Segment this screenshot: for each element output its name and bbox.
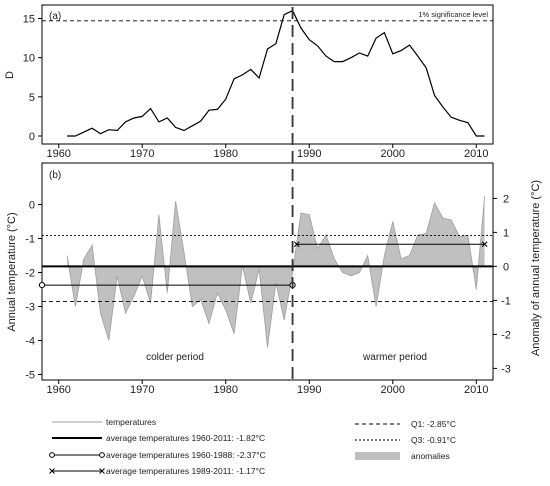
temperature-series — [66, 195, 485, 348]
legend-label: Q3: -0.91°C — [411, 435, 456, 445]
legend-label: Q1: -2.85°C — [411, 419, 456, 429]
panel-b-ytick-label: -4 — [25, 336, 35, 348]
panel-b-ylabel: Annual temperature (°C) — [6, 212, 18, 331]
panel-b-right-tick-label: -2 — [501, 329, 511, 341]
panel-b-right-tick-label: 2 — [503, 193, 509, 205]
panel-b-xtick-label: 1990 — [297, 384, 321, 396]
legend-swatch-cross — [99, 468, 105, 474]
panel-a: (a) D 0 5 10 15 1960 1970 1980 1990 2000 2010 1% sig… — [4, 4, 494, 160]
panel-b-ytick-label: 0 — [29, 200, 35, 212]
panel-a-xtick-label: 1970 — [130, 148, 154, 160]
legend-label: anomalies — [411, 451, 450, 461]
panel-a-ylabel: D — [4, 71, 16, 79]
panel-b-xtick-label: 1980 — [213, 384, 237, 396]
panel-b-xtick-label: 1970 — [130, 384, 154, 396]
legend-label: temperatures — [106, 417, 156, 427]
panel-a-ytick-label: 5 — [29, 92, 35, 104]
significance-label: 1% significance level — [418, 10, 488, 19]
legend-swatch-cross — [49, 468, 55, 474]
panel-a-xtick-label: 2000 — [381, 148, 405, 160]
panel-b-ytick-label: -2 — [25, 268, 35, 280]
period-label-warmer: warmer period — [362, 352, 427, 363]
panel-b-ytick-label: -5 — [25, 370, 35, 382]
panel-a-ytick-label: 0 — [29, 131, 35, 143]
panel-a-label: (a) — [49, 11, 61, 22]
legend: temperatures average temperatures 1960-20… — [49, 417, 456, 476]
panel-b-label: (b) — [49, 170, 61, 181]
avg-1989-2011-marker — [481, 241, 488, 248]
panel-b: (b) Annual temperature (°C) Anomaly of ann… — [6, 162, 542, 396]
panel-b-xtick-label: 2010 — [464, 384, 488, 396]
panel-b-ylabel-right: Anomaly of annual temperature (°C) — [530, 180, 542, 356]
panel-a-xtick-label: 1960 — [46, 148, 70, 160]
panel-a-frame — [41, 4, 494, 145]
panel-b-ytick-label: -1 — [25, 234, 35, 246]
legend-swatch-circle — [99, 452, 105, 458]
legend-label: average temperatures 1960-1988: -2.37°C — [106, 450, 266, 460]
panel-b-ytick-label: -3 — [25, 302, 35, 314]
legend-swatch-circle — [49, 452, 55, 458]
panel-a-xtick-label: 1990 — [297, 148, 321, 160]
panel-b-frame — [41, 162, 494, 381]
legend-swatch-anomalies — [355, 452, 400, 460]
panel-a-xtick-label: 2010 — [464, 148, 488, 160]
panel-a-xtick-label: 1980 — [213, 148, 237, 160]
panel-b-right-tick-label: 0 — [503, 261, 509, 273]
panel-b-right-tick-label: -1 — [501, 295, 511, 307]
period-label-colder: colder period — [146, 352, 204, 363]
legend-label: average temperatures 1989-2011: -1.17°C — [106, 466, 265, 476]
legend-label: average temperatures 1960-2011: -1.82°C — [106, 433, 265, 443]
panel-b-xtick-label: 2000 — [381, 384, 405, 396]
panel-b-xtick-label: 1960 — [46, 384, 70, 396]
panel-b-right-tick-label: -3 — [501, 363, 511, 375]
avg-1960-1988-marker — [38, 281, 46, 289]
panel-a-ytick-label: 15 — [23, 14, 35, 26]
avg-1989-2011-marker — [293, 241, 300, 248]
anomaly-area — [67, 196, 485, 348]
panel-b-right-tick-label: 1 — [503, 227, 509, 239]
statistic-d-series — [67, 9, 485, 137]
panel-a-ytick-label: 10 — [23, 53, 35, 65]
